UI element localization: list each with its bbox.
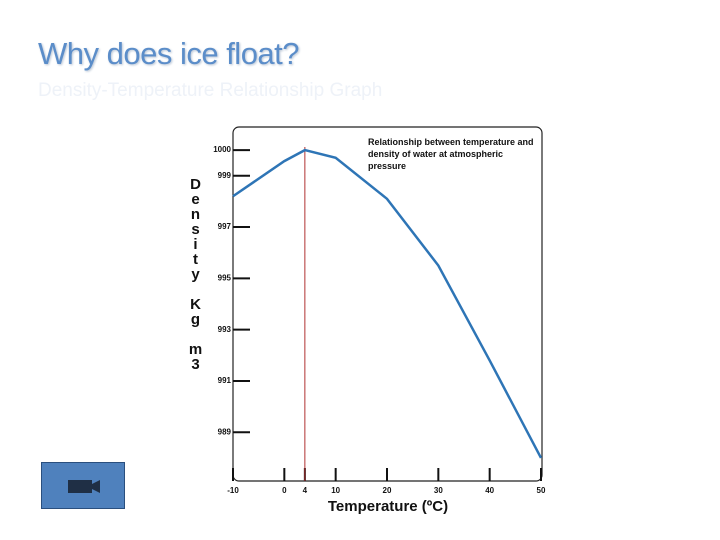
x-tick-label: 30: [434, 486, 443, 495]
camera-icon: [68, 480, 100, 493]
y-tick-label: 991: [218, 376, 232, 385]
x-tick-label: 4: [303, 486, 308, 495]
data-line: [232, 148, 543, 459]
y-tick-label: 989: [218, 427, 232, 436]
camera-lens: [92, 480, 100, 493]
y-tick-label: 997: [218, 222, 232, 231]
x-tick-label: 40: [485, 486, 494, 495]
x-tick-label: 10: [331, 486, 340, 495]
y-tick-label: 993: [218, 325, 232, 334]
video-button[interactable]: [41, 462, 125, 509]
x-tick-label: 50: [537, 486, 546, 495]
y-tick-label: 995: [218, 273, 232, 282]
x-tick-label: 20: [383, 486, 392, 495]
y-tick-label: 999: [218, 171, 232, 180]
camera-body: [68, 480, 92, 493]
x-tick-label: 0: [282, 486, 287, 495]
slide-title: Why does ice float?: [38, 36, 300, 71]
y-tick-label: 1000: [213, 145, 231, 154]
chart-background: [186, 125, 546, 519]
slide-subtitle: Density-Temperature Relationship Graph: [38, 80, 383, 101]
y-axis-label: Density Kg m3: [187, 176, 204, 371]
x-tick-label: -10: [227, 486, 239, 495]
chart-title: Relationship between temperature and dens…: [368, 137, 534, 171]
x-axis-label: Temperature (ºC): [328, 498, 448, 515]
